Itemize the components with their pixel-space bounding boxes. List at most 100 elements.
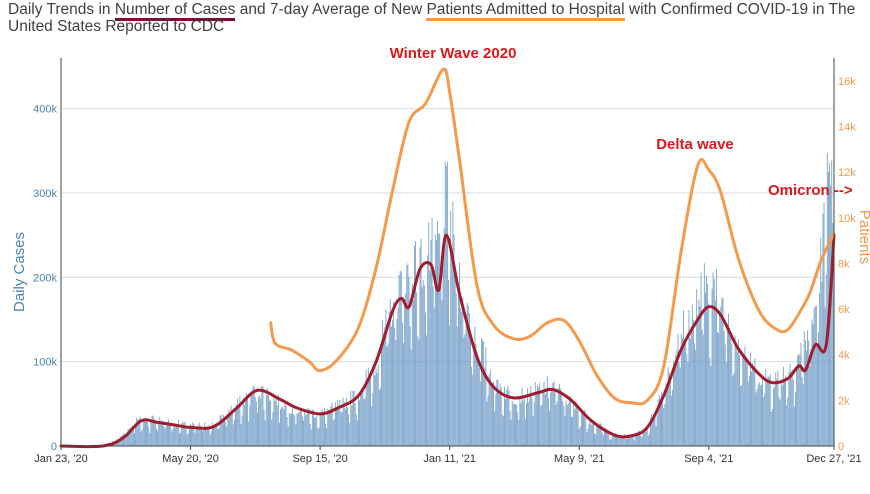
- daily-cases-bar: [736, 351, 738, 446]
- number-of-cases-link[interactable]: Number of Cases: [114, 1, 236, 21]
- daily-cases-bar: [355, 413, 357, 446]
- daily-cases-bar: [527, 388, 529, 446]
- daily-cases-bar: [597, 427, 599, 446]
- daily-cases-bar: [350, 390, 352, 446]
- daily-cases-bar: [796, 368, 798, 446]
- daily-cases-bar: [420, 238, 422, 446]
- daily-cases-bar: [460, 307, 462, 446]
- daily-cases-bar: [690, 326, 692, 446]
- patients-admitted-link[interactable]: Patients Admitted to Hospital: [426, 1, 625, 21]
- daily-cases-bar: [336, 409, 337, 446]
- daily-cases-bar: [588, 423, 590, 446]
- daily-cases-bar: [270, 400, 272, 446]
- daily-cases-bar: [249, 405, 251, 446]
- daily-cases-bar: [638, 430, 639, 446]
- daily-cases-bar: [546, 376, 548, 446]
- daily-cases-bar: [773, 388, 774, 446]
- daily-cases-bar: [720, 306, 722, 446]
- daily-cases-bar: [364, 397, 366, 446]
- daily-cases-bar: [328, 409, 330, 446]
- daily-cases-bar: [362, 387, 364, 446]
- daily-cases-bar: [554, 389, 556, 446]
- daily-cases-bar: [449, 325, 451, 446]
- patients-admitted-line: [269, 67, 836, 406]
- daily-cases-bar: [714, 300, 716, 446]
- daily-cases-bar: [374, 375, 376, 446]
- daily-cases-bar: [491, 387, 493, 446]
- daily-cases-bar: [612, 434, 614, 446]
- daily-cases-bar: [617, 437, 619, 446]
- daily-cases-bar: [630, 436, 632, 446]
- daily-cases-bar: [441, 300, 443, 446]
- daily-cases-bar: [667, 367, 669, 446]
- daily-cases-bar: [741, 384, 743, 446]
- daily-cases-bar: [477, 355, 479, 446]
- daily-cases-bar: [522, 400, 524, 446]
- daily-cases-bar: [172, 428, 174, 446]
- daily-cases-bar: [318, 427, 320, 446]
- daily-cases-bar: [296, 413, 298, 446]
- daily-cases-bar: [129, 428, 131, 446]
- daily-cases-bar: [575, 401, 577, 446]
- daily-cases-bar: [445, 165, 447, 446]
- daily-cases-bar: [788, 372, 790, 446]
- daily-cases-bar: [810, 349, 812, 446]
- daily-cases-bar: [368, 372, 370, 446]
- daily-cases-bar: [210, 431, 212, 446]
- daily-cases-bar: [409, 326, 411, 446]
- daily-cases-bar: [580, 411, 582, 446]
- daily-cases-bar: [478, 367, 480, 446]
- daily-cases-bar: [182, 421, 184, 446]
- daily-cases-bar: [592, 420, 594, 446]
- daily-cases-bar: [723, 331, 725, 446]
- daily-cases-bar: [625, 439, 627, 446]
- daily-cases-bar: [655, 426, 657, 446]
- daily-cases-bar: [117, 441, 119, 446]
- daily-cases-bar: [421, 287, 423, 446]
- x-tick-label: May 9, '21: [554, 453, 604, 465]
- daily-cases-bar: [697, 315, 699, 446]
- daily-cases-bar: [718, 332, 720, 446]
- daily-cases-bar: [404, 304, 406, 446]
- daily-cases-bar: [556, 400, 558, 446]
- daily-cases-bar: [196, 426, 198, 446]
- daily-cases-bar: [513, 403, 515, 446]
- daily-cases-bar: [656, 415, 658, 446]
- daily-cases-bar: [419, 247, 421, 446]
- daily-cases-bar: [289, 414, 291, 446]
- daily-cases-bar: [407, 263, 409, 446]
- daily-cases-bar: [733, 372, 735, 446]
- daily-cases-bar: [293, 414, 295, 446]
- daily-cases-bar: [687, 362, 689, 446]
- daily-cases-bar: [508, 390, 510, 446]
- daily-cases-bar: [574, 409, 576, 446]
- daily-cases-bar: [193, 423, 195, 446]
- daily-cases-bar: [579, 426, 581, 446]
- daily-cases-bar: [361, 393, 363, 446]
- daily-cases-bar: [587, 428, 589, 446]
- daily-cases-bar: [232, 424, 234, 446]
- daily-cases-bar: [142, 420, 144, 446]
- daily-cases-bar: [173, 424, 175, 446]
- daily-cases-bar: [440, 283, 442, 446]
- daily-cases-bar: [224, 419, 225, 446]
- daily-cases-bar: [394, 327, 396, 446]
- daily-cases-bar: [132, 429, 134, 446]
- daily-cases-bar: [306, 413, 308, 446]
- daily-cases-bar: [620, 434, 622, 446]
- daily-cases-bar: [496, 379, 498, 446]
- daily-cases-bar: [330, 405, 332, 446]
- daily-cases-bar: [732, 375, 734, 446]
- daily-cases-bar: [450, 211, 452, 446]
- daily-cases-bar: [480, 338, 482, 446]
- daily-cases-bars: [68, 152, 835, 447]
- annotations: Winter Wave 2020 Delta wave Omicron -->: [390, 45, 853, 199]
- daily-cases-bar: [664, 404, 666, 446]
- daily-cases-bar: [648, 433, 650, 446]
- daily-cases-bar: [475, 343, 477, 446]
- daily-cases-bar: [517, 412, 519, 446]
- daily-cases-bar: [553, 381, 555, 446]
- daily-cases-bar: [509, 411, 511, 446]
- daily-cases-bar: [147, 421, 149, 446]
